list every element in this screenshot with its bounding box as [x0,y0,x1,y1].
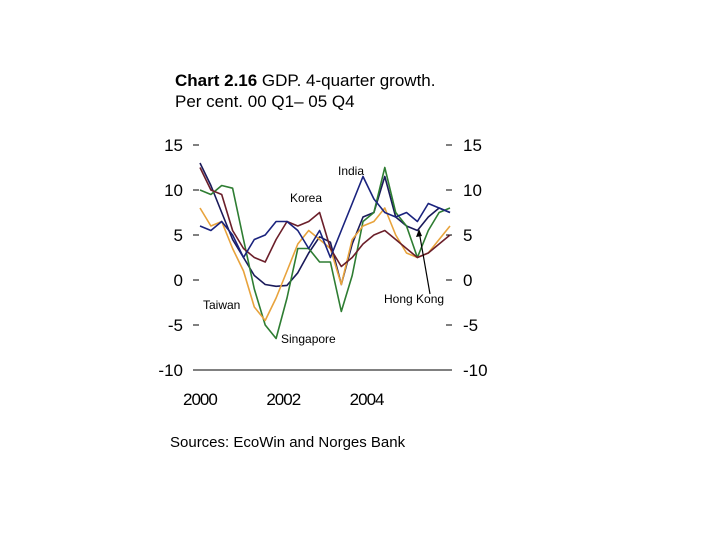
series-line-hong-kong [199,162,451,288]
chart-source-note: Sources: EcoWin and Norges Bank [170,434,406,451]
annotation-india: India [338,164,364,178]
series-line-korea [199,167,451,268]
y-tick-label-left: 5 [174,226,183,245]
y-tick-label-right: 10 [463,181,482,200]
y-tick-label-left: 15 [164,136,183,155]
series-line-singapore [199,166,451,340]
y-tick-label-right: 0 [463,271,472,290]
chart-series-group [199,162,451,340]
chart-title-number: Chart 2.16 [175,71,258,90]
chart-title-text: GDP. 4-quarter growth. [257,71,436,90]
annotation-pointer-hong-kong [418,230,431,295]
y-tick-label-left: -10 [158,361,183,380]
y-tick-label-right: -10 [463,361,488,380]
series-line-india [199,175,451,259]
annotation-singapore: Singapore [281,332,336,346]
chart-subtitle: Per cent. 00 Q1– 05 Q4 [175,92,355,111]
y-tick-label-right: 15 [463,136,482,155]
y-tick-label-right: 5 [463,226,472,245]
y-tick-label-right: -5 [463,316,478,335]
annotation-arrowhead-hong-kong [416,229,422,237]
y-tick-label-left: 0 [174,271,183,290]
chart-title: Chart 2.16 GDP. 4-quarter growth. Per ce… [175,70,435,112]
annotation-hong-kong: Hong Kong [384,292,444,306]
x-tick-label: 2000 [183,390,217,409]
y-tick-label-left: 10 [164,181,183,200]
annotation-taiwan: Taiwan [203,298,240,312]
y-tick-label-left: -5 [168,316,183,335]
annotation-korea: Korea [290,191,322,205]
x-tick-label: 2004 [350,390,384,409]
chart-annotations: India Korea Taiwan Singapore Hong Kong [203,164,444,346]
x-tick-label: 2002 [266,390,300,409]
